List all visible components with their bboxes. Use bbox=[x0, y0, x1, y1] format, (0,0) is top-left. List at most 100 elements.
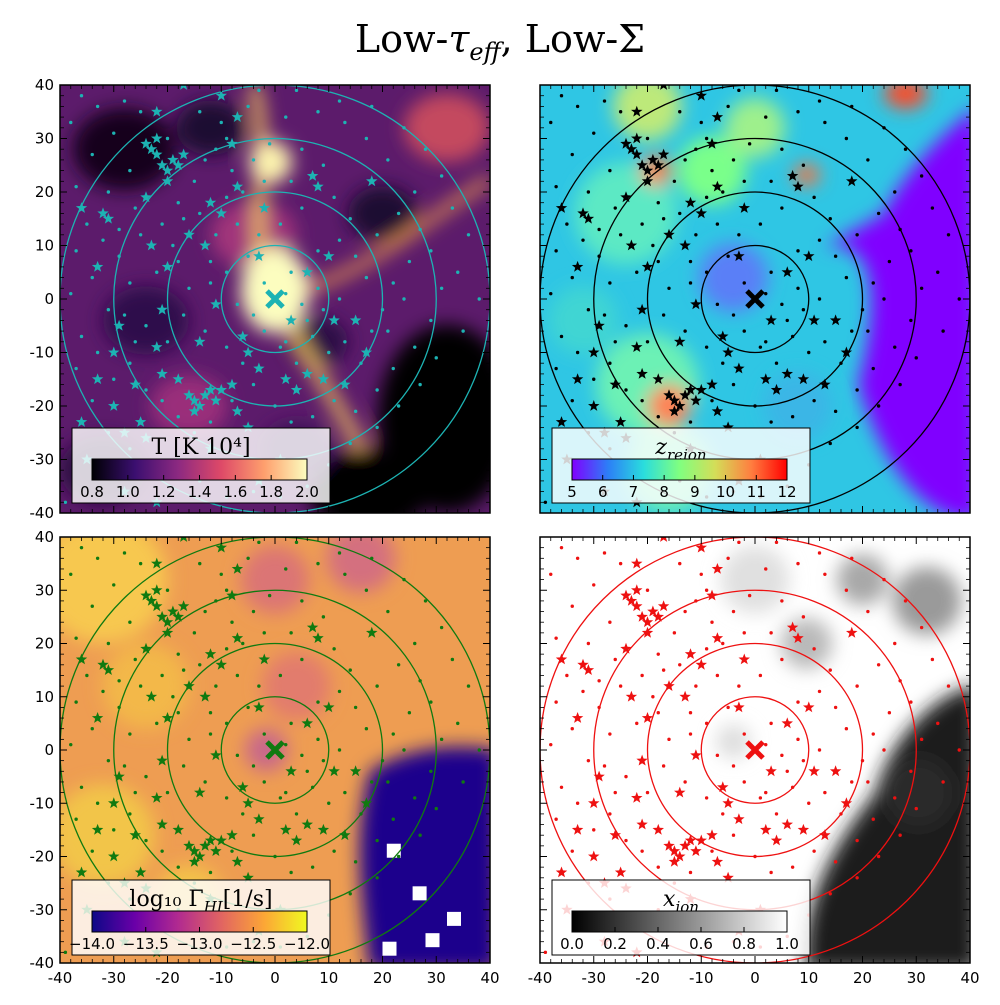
panel-top-left: -40 -30 -20 -10 0 10 20 30 40 T [K 10⁴] 0.8 1.0 1.2 1… bbox=[30, 76, 491, 522]
source-dot bbox=[780, 599, 784, 603]
source-dot bbox=[893, 796, 897, 800]
source-dot bbox=[284, 742, 288, 747]
source-dot bbox=[919, 174, 924, 178]
source-dot bbox=[850, 104, 854, 109]
source-star bbox=[183, 389, 195, 401]
source-star bbox=[571, 823, 584, 835]
source-dot bbox=[559, 545, 564, 550]
source-star bbox=[588, 400, 600, 411]
source-dot bbox=[316, 700, 320, 704]
source-dot bbox=[79, 545, 84, 550]
source-dot bbox=[839, 812, 843, 816]
source-star bbox=[792, 180, 804, 192]
source-star bbox=[571, 373, 584, 385]
source-dot bbox=[645, 588, 650, 592]
source-star bbox=[717, 781, 729, 793]
source-dot bbox=[246, 254, 250, 258]
source-dot bbox=[375, 684, 379, 688]
source-dot bbox=[608, 732, 612, 736]
source-dot bbox=[79, 334, 84, 339]
source-star bbox=[108, 797, 120, 809]
source-dot bbox=[747, 593, 752, 598]
source-star bbox=[161, 616, 174, 628]
source-star bbox=[140, 589, 152, 601]
source-dot bbox=[592, 828, 596, 832]
source-dot bbox=[251, 609, 256, 614]
source-star bbox=[706, 829, 718, 841]
radius-circle bbox=[220, 696, 330, 804]
source-dot bbox=[337, 689, 342, 694]
colorbar-tick-label: 0.8 bbox=[732, 935, 756, 953]
source-dot bbox=[661, 668, 666, 672]
source-dot bbox=[224, 270, 229, 274]
colorbar-tick-label: 1.8 bbox=[259, 483, 283, 501]
source-dot bbox=[203, 329, 207, 333]
source-dot bbox=[176, 711, 180, 715]
source-dot bbox=[812, 849, 816, 853]
source-dot bbox=[586, 758, 591, 763]
source-dot bbox=[882, 748, 886, 752]
source-star bbox=[695, 89, 707, 101]
source-dot bbox=[645, 340, 650, 344]
source-star bbox=[695, 834, 707, 846]
source-star bbox=[145, 143, 158, 155]
source-star bbox=[555, 416, 568, 427]
source-star bbox=[177, 600, 190, 612]
source-dot bbox=[117, 679, 121, 683]
source-star bbox=[625, 143, 638, 155]
source-dot bbox=[844, 275, 849, 280]
source-star bbox=[647, 153, 659, 165]
source-dot bbox=[898, 227, 902, 232]
source-dot bbox=[731, 609, 736, 614]
source-dot bbox=[764, 742, 768, 747]
source-dot bbox=[747, 142, 752, 146]
source-dot bbox=[396, 211, 401, 216]
source-dot bbox=[402, 126, 406, 130]
source-dot bbox=[936, 721, 940, 726]
y-tick-label: 20 bbox=[35, 635, 54, 653]
source-dot bbox=[640, 222, 644, 226]
source-dot bbox=[257, 540, 261, 545]
source-dot bbox=[855, 388, 859, 392]
source-dot bbox=[785, 769, 789, 773]
source-dot bbox=[112, 377, 116, 381]
colorbar-gradient bbox=[571, 458, 788, 481]
source-star bbox=[792, 632, 804, 643]
source-dot bbox=[704, 136, 709, 141]
source-dot bbox=[828, 217, 832, 221]
source-star bbox=[657, 148, 670, 160]
colorbar-tick-label: 1.6 bbox=[223, 483, 247, 501]
source-dot bbox=[407, 711, 412, 715]
source-dot bbox=[128, 168, 132, 173]
source-dot bbox=[348, 668, 352, 672]
source-dot bbox=[882, 577, 886, 582]
source-dot bbox=[402, 297, 406, 301]
source-star bbox=[328, 314, 340, 326]
colorbar-tick-label: −12.0 bbox=[284, 935, 330, 953]
source-dot bbox=[780, 753, 784, 758]
colorbar-tick-label: 1.0 bbox=[775, 935, 799, 953]
source-dot bbox=[466, 684, 471, 688]
source-dot bbox=[715, 302, 720, 307]
source-dot bbox=[742, 329, 746, 333]
source-dot bbox=[769, 179, 773, 183]
source-star bbox=[765, 314, 777, 326]
source-dot bbox=[661, 313, 666, 317]
y-tick-label: 30 bbox=[35, 581, 54, 599]
source-dot bbox=[300, 753, 304, 758]
source-dot bbox=[343, 572, 347, 576]
source-star bbox=[706, 378, 718, 390]
source-dot bbox=[423, 599, 428, 603]
source-dot bbox=[133, 657, 137, 662]
source-star bbox=[237, 781, 249, 793]
source-dot bbox=[418, 382, 422, 387]
source-star bbox=[253, 701, 265, 713]
source-star bbox=[690, 845, 702, 856]
source-dot bbox=[128, 281, 132, 285]
colorbar-tick-label: 0.4 bbox=[646, 935, 670, 953]
source-dot bbox=[418, 833, 422, 837]
source-star bbox=[242, 346, 254, 358]
source-dot bbox=[289, 270, 293, 274]
source-star bbox=[75, 202, 88, 213]
source-star bbox=[231, 563, 244, 574]
